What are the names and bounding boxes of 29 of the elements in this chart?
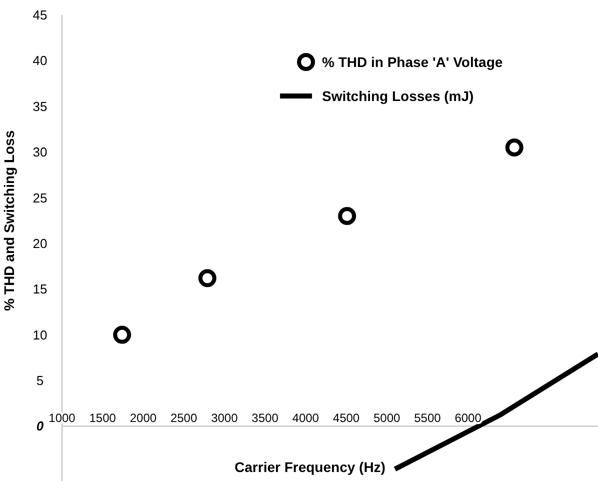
point — [338, 207, 356, 226]
y-tick-label: 0 — [36, 418, 44, 434]
x-tick-label: 4000 — [292, 411, 320, 426]
y-tick-label: 40 — [32, 53, 48, 68]
x-axis-title: Carrier Frequency (Hz) — [234, 459, 386, 476]
x-tick-label: 3000 — [211, 411, 238, 426]
legend-label: % THD in Phase 'A' Voltage — [322, 54, 503, 70]
y-axis-title: % THD and Switching Loss — [1, 130, 17, 311]
y-tick-label: 10 — [32, 327, 48, 342]
x-tick-label: 1000 — [48, 411, 76, 426]
x-tick-label: 2000 — [130, 411, 157, 426]
x-tick-label: 6000 — [454, 411, 482, 426]
x-tick-label: 5500 — [414, 411, 442, 426]
y-tick-label: 30 — [32, 144, 48, 160]
x-tick-label: 2500 — [170, 411, 198, 426]
point — [113, 326, 132, 344]
y-tick-label: 35 — [32, 98, 48, 114]
y-tick-label: 45 — [32, 8, 48, 23]
y-tick-label: 15 — [32, 282, 48, 297]
y-tick-label: 25 — [32, 190, 48, 206]
legend-label: Switching Losses (mJ) — [322, 88, 474, 104]
x-tick-label: 3500 — [252, 411, 279, 426]
x-tick-label: 1500 — [89, 411, 116, 426]
y-tick-label: 5 — [36, 373, 44, 388]
x-tick-label: 4500 — [332, 411, 360, 426]
y-tick-label: 20 — [32, 236, 48, 251]
point — [198, 269, 216, 288]
point — [505, 138, 524, 156]
x-tick-label: 5000 — [373, 411, 401, 426]
